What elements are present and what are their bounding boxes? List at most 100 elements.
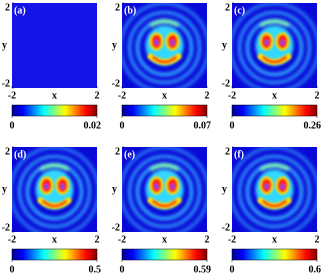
ring (127, 10, 202, 85)
x-axis-label: x (162, 234, 167, 245)
x-tick-label: 2 (95, 90, 100, 101)
colorbar-tick-label: 0 (230, 264, 235, 275)
ring (17, 154, 92, 229)
colorbar-tick-label: 0 (10, 264, 15, 275)
field-blur-fine (257, 176, 292, 209)
x-axis-label: x (272, 234, 277, 245)
colorbar-tick-label: 0 (10, 120, 15, 131)
lobe-center (264, 40, 269, 45)
colorbar-tick-label: 0.6 (309, 264, 322, 275)
field-blur-fine (147, 32, 182, 65)
panel-label: (f) (234, 149, 244, 160)
lobe-center (170, 184, 175, 189)
field-background (12, 3, 97, 88)
x-tick-label: -2 (8, 90, 16, 101)
upper-arc (259, 19, 290, 28)
field-pattern (232, 3, 317, 88)
y-tick-label: -2 (222, 222, 230, 233)
colorbar-tick-label: 0.07 (194, 120, 212, 131)
x-tick-label: 2 (315, 234, 320, 245)
x-tick-label: 2 (205, 90, 210, 101)
field-blur-fine (257, 32, 292, 65)
y-tick-label: -2 (222, 78, 230, 89)
panel: (e) -2 2 y -2 2 x 0 0.59 (112, 146, 211, 275)
lower-arc (42, 200, 67, 208)
y-tick-label: -2 (2, 222, 10, 233)
x-tick-label: 2 (315, 90, 320, 101)
y-tick-label: 2 (5, 146, 10, 157)
y-tick-label: 2 (115, 146, 120, 157)
x-tick-label: 2 (95, 234, 100, 245)
upper-arc (39, 163, 70, 172)
colorbar (231, 104, 318, 117)
lower-arc (152, 200, 177, 208)
lobe-center (264, 184, 269, 189)
colorbar-tick-label: 0 (120, 120, 125, 131)
lobe-center (154, 40, 159, 45)
ring (12, 147, 97, 232)
y-tick-label: 2 (225, 2, 230, 13)
colorbar (121, 104, 208, 117)
y-axis-label: y (2, 40, 7, 51)
lobe-center (60, 184, 65, 189)
x-axis-label: x (162, 90, 167, 101)
panel-label: (b) (124, 5, 136, 16)
ring (232, 3, 317, 88)
y-tick-label: 2 (5, 2, 10, 13)
panel: (d) -2 2 y -2 2 x 0 0.5 (2, 146, 101, 275)
lower-arc (152, 56, 177, 64)
ring (237, 10, 312, 85)
y-tick-label: 2 (115, 2, 120, 13)
x-tick-label: -2 (228, 234, 236, 245)
colorbar (231, 248, 318, 261)
field-blur-fine (37, 176, 72, 209)
upper-arc (259, 163, 290, 172)
field-pattern (122, 3, 207, 88)
colorbar-tick-label: 0 (230, 120, 235, 131)
y-tick-label: -2 (112, 222, 120, 233)
colorbar-tick-label: 0.5 (89, 264, 102, 275)
field-pattern (232, 147, 317, 232)
lobe-center (280, 40, 285, 45)
ring (237, 154, 312, 229)
ring (122, 147, 207, 232)
lobe-center (280, 184, 285, 189)
y-tick-label: -2 (112, 78, 120, 89)
upper-arc (149, 19, 180, 28)
x-axis-label: x (52, 234, 57, 245)
x-axis-label: x (52, 90, 57, 101)
lower-arc (262, 56, 287, 64)
upper-arc (149, 163, 180, 172)
colorbar-tick-label: 0 (120, 264, 125, 275)
panel-label: (c) (234, 5, 245, 16)
y-axis-label: y (2, 184, 7, 195)
panel: (f) -2 2 y -2 2 x 0 0.6 (222, 146, 321, 275)
ring (232, 147, 317, 232)
y-tick-label: 2 (225, 146, 230, 157)
x-tick-label: -2 (8, 234, 16, 245)
panel: (b) -2 2 y -2 2 x 0 0.07 (112, 2, 211, 131)
colorbar-tick-label: 0.26 (304, 120, 322, 131)
x-axis-label: x (272, 90, 277, 101)
colorbar (11, 104, 98, 117)
x-tick-label: -2 (228, 90, 236, 101)
y-axis-label: y (112, 184, 117, 195)
colorbar-tick-label: 0.59 (194, 264, 212, 275)
panel: (a) -2 2 y -2 2 x 0 0.02 (2, 2, 101, 131)
lower-arc (262, 200, 287, 208)
colorbar (121, 248, 208, 261)
field-pattern (122, 147, 207, 232)
colorbar (11, 248, 98, 261)
colorbar-tick-label: 0.02 (84, 120, 102, 131)
y-axis-label: y (222, 40, 227, 51)
field-blur-fine (147, 176, 182, 209)
y-tick-label: -2 (2, 78, 10, 89)
x-tick-label: -2 (118, 234, 126, 245)
x-tick-label: 2 (205, 234, 210, 245)
lobe-center (170, 40, 175, 45)
ring (127, 154, 202, 229)
lobe-center (44, 184, 49, 189)
panel: (c) -2 2 y -2 2 x 0 0.26 (222, 2, 321, 131)
y-axis-label: y (112, 40, 117, 51)
